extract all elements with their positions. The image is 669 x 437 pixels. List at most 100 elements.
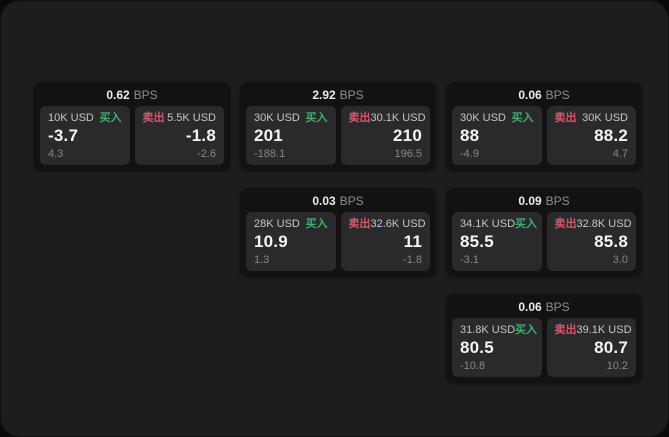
sell-price: 88.2	[594, 126, 628, 146]
sell-amount: 39.1K USD	[576, 324, 632, 336]
buy-panel[interactable]: 28K USD 买入 10.9 1.3	[246, 212, 336, 271]
sell-side-label: 卖出	[348, 218, 371, 230]
sell-panel[interactable]: 卖出 30K USD 88.2 4.7	[546, 106, 636, 165]
bps-value: 0.62	[106, 87, 130, 102]
quote-panels: 30K USD 买入 201 -188.1 卖出 30.1K USD 210 1…	[240, 106, 436, 171]
bps-value: 0.06	[518, 87, 542, 102]
quote-panels: 31.8K USD 买入 80.5 -10.8 卖出 39.1K USD 80.…	[446, 318, 642, 383]
quote-panels: 10K USD 买入 -3.7 4.3 卖出 5.5K USD -1.8 -2.…	[34, 106, 230, 171]
sell-panel-top: 卖出 32.6K USD	[348, 218, 426, 230]
sell-panel-top: 卖出 5.5K USD	[143, 113, 217, 124]
card-header: 0.03 BPS	[240, 188, 436, 212]
sell-delta: 3.0	[612, 254, 628, 266]
quote-card: 0.09 BPS 34.1K USD 买入 85.5 -3.1 卖出 32.8K…	[446, 188, 642, 277]
sell-amount: 32.8K USD	[576, 218, 632, 230]
bps-value: 0.09	[518, 193, 542, 208]
card-header: 0.06 BPS	[446, 294, 642, 318]
buy-side-label: 买入	[511, 112, 534, 124]
quote-card-grid: 0.62 BPS 10K USD 买入 -3.7 4.3 卖出 5.5K USD…	[34, 82, 642, 383]
buy-side-label: 买入	[515, 218, 538, 230]
buy-price: 10.9	[254, 232, 288, 252]
sell-delta: -2.6	[197, 148, 216, 160]
sell-panel[interactable]: 卖出 5.5K USD -1.8 -2.6	[134, 106, 224, 165]
buy-panel-top: 28K USD 买入	[254, 219, 328, 230]
sell-panel[interactable]: 卖出 30.1K USD 210 196.5	[340, 106, 430, 165]
sell-side-label: 卖出	[554, 324, 577, 336]
buy-panel-top: 31.8K USD 买入	[460, 324, 538, 336]
buy-panel-top: 30K USD 买入	[254, 113, 328, 124]
buy-delta: 1.3	[254, 254, 270, 266]
quote-panels: 30K USD 买入 88 -4.9 卖出 30K USD 88.2 4.7	[446, 106, 642, 171]
quote-card: 0.06 BPS 30K USD 买入 88 -4.9 卖出 30K USD 8…	[446, 82, 642, 171]
sell-price: 85.8	[594, 232, 628, 252]
sell-delta: -1.8	[403, 254, 422, 266]
buy-price: -3.7	[48, 126, 79, 146]
buy-panel[interactable]: 30K USD 买入 201 -188.1	[246, 106, 336, 165]
buy-amount: 34.1K USD	[460, 218, 516, 230]
sell-side-label: 卖出	[142, 112, 165, 124]
sell-panel[interactable]: 卖出 32.6K USD 11 -1.8	[340, 212, 430, 271]
bps-unit-label: BPS	[339, 87, 364, 102]
sell-side-label: 卖出	[554, 112, 577, 124]
buy-panel-top: 34.1K USD 买入	[460, 218, 538, 230]
sell-price: 11	[403, 232, 422, 252]
quote-card: 2.92 BPS 30K USD 买入 201 -188.1 卖出 30.1K …	[240, 82, 436, 171]
buy-amount: 10K USD	[48, 112, 94, 124]
buy-panel-top: 30K USD 买入	[460, 113, 534, 124]
sell-amount: 30K USD	[582, 112, 628, 124]
quote-panels: 28K USD 买入 10.9 1.3 卖出 32.6K USD 11 -1.8	[240, 212, 436, 277]
bps-value: 0.03	[312, 193, 336, 208]
buy-delta: -4.9	[460, 148, 479, 160]
sell-amount: 30.1K USD	[370, 112, 426, 124]
bps-value: 0.06	[518, 299, 542, 314]
sell-price: 80.7	[594, 338, 628, 358]
quote-card: 0.62 BPS 10K USD 买入 -3.7 4.3 卖出 5.5K USD…	[34, 82, 230, 171]
buy-price: 85.5	[460, 232, 494, 252]
buy-panel[interactable]: 30K USD 买入 88 -4.9	[452, 106, 542, 165]
buy-delta: -3.1	[460, 254, 479, 266]
sell-panel-top: 卖出 30.1K USD	[348, 112, 426, 124]
bps-unit-label: BPS	[339, 193, 364, 208]
buy-delta: 4.3	[48, 148, 64, 160]
sell-side-label: 卖出	[554, 218, 577, 230]
buy-delta: -10.8	[460, 360, 486, 372]
sell-side-label: 卖出	[348, 112, 371, 124]
sell-delta: 4.7	[612, 148, 628, 160]
buy-panel-top: 10K USD 买入	[48, 113, 122, 124]
card-header: 0.09 BPS	[446, 188, 642, 212]
sell-amount: 32.6K USD	[370, 218, 426, 230]
card-header: 0.62 BPS	[34, 82, 230, 106]
card-header: 0.06 BPS	[446, 82, 642, 106]
buy-side-label: 买入	[305, 112, 328, 124]
buy-side-label: 买入	[515, 324, 538, 336]
bps-unit-label: BPS	[545, 87, 570, 102]
buy-price: 80.5	[460, 338, 494, 358]
sell-panel-top: 卖出 32.8K USD	[554, 218, 632, 230]
quote-card: 0.03 BPS 28K USD 买入 10.9 1.3 卖出 32.6K US…	[240, 188, 436, 277]
buy-panel[interactable]: 34.1K USD 买入 85.5 -3.1	[452, 212, 542, 271]
sell-delta: 10.2	[606, 360, 628, 372]
buy-panel[interactable]: 31.8K USD 买入 80.5 -10.8	[452, 318, 542, 377]
buy-amount: 30K USD	[460, 112, 506, 124]
sell-price: 210	[393, 126, 422, 146]
buy-amount: 30K USD	[254, 112, 300, 124]
sell-panel[interactable]: 卖出 32.8K USD 85.8 3.0	[546, 212, 636, 271]
bps-unit-label: BPS	[545, 299, 570, 314]
bps-unit-label: BPS	[133, 87, 158, 102]
card-header: 2.92 BPS	[240, 82, 436, 106]
buy-amount: 31.8K USD	[460, 324, 516, 336]
buy-side-label: 买入	[99, 112, 122, 124]
sell-price: -1.8	[185, 126, 216, 146]
buy-side-label: 买入	[305, 218, 328, 230]
buy-amount: 28K USD	[254, 218, 300, 230]
bps-unit-label: BPS	[545, 193, 570, 208]
buy-price: 88	[460, 126, 480, 146]
sell-panel[interactable]: 卖出 39.1K USD 80.7 10.2	[546, 318, 636, 377]
sell-panel-top: 卖出 39.1K USD	[554, 324, 632, 336]
sell-delta: 196.5	[394, 148, 422, 160]
quote-card: 0.06 BPS 31.8K USD 买入 80.5 -10.8 卖出 39.1…	[446, 294, 642, 383]
buy-panel[interactable]: 10K USD 买入 -3.7 4.3	[40, 106, 130, 165]
buy-price: 201	[254, 126, 283, 146]
quote-panels: 34.1K USD 买入 85.5 -3.1 卖出 32.8K USD 85.8…	[446, 212, 642, 277]
